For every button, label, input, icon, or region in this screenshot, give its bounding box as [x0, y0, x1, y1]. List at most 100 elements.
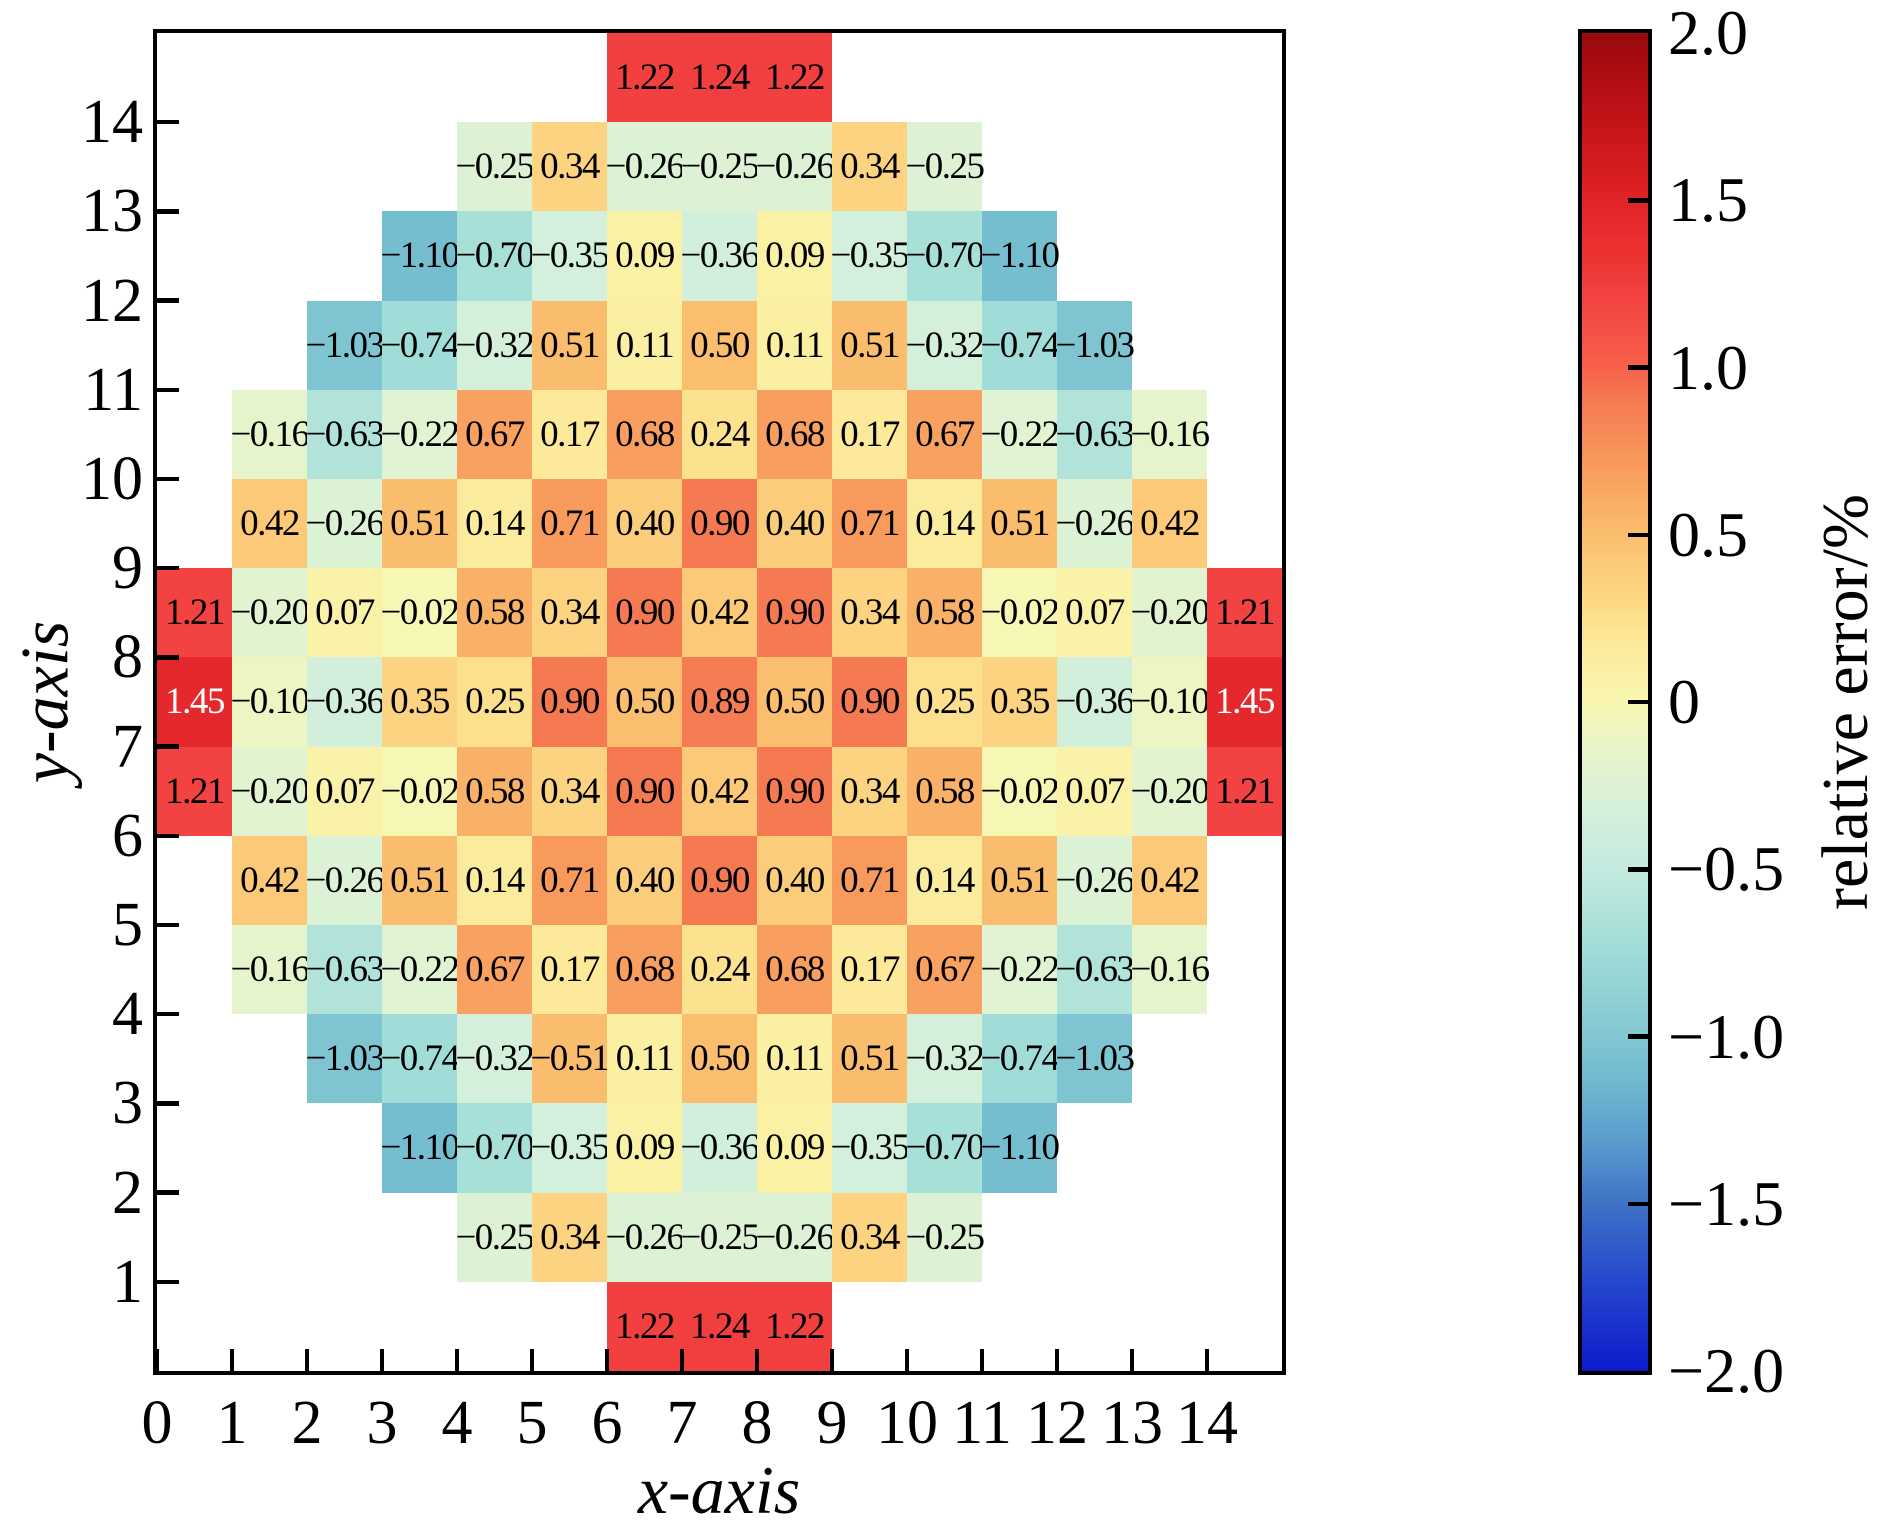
- x-tick-label: 13: [1101, 1389, 1163, 1457]
- colorbar-tick-label: 0.5: [1668, 498, 1748, 570]
- heatmap-cell: 1.21: [157, 568, 232, 658]
- heatmap-cell: 0.34: [832, 122, 907, 212]
- heatmap-cell: −0.32: [455, 300, 535, 390]
- heatmap-cell: 0.35: [982, 657, 1057, 747]
- heatmap-cell: −0.22: [380, 925, 460, 1015]
- heatmap-cell: 1.21: [1207, 568, 1282, 658]
- colorbar: [1578, 29, 1652, 1375]
- heatmap-cell: 0.40: [607, 835, 682, 925]
- heatmap-cell: 0.14: [907, 479, 982, 569]
- heatmap-cell: 1.22: [757, 33, 832, 123]
- heatmap-cell: 0.58: [457, 746, 532, 836]
- heatmap-cell: 0.71: [532, 835, 607, 925]
- colorbar-tick: [1628, 1201, 1648, 1206]
- heatmap-cell: −0.25: [905, 1192, 985, 1282]
- heatmap-cell: 0.71: [832, 479, 907, 569]
- heatmap-cell: 0.34: [832, 1192, 907, 1282]
- heatmap-cell: −0.35: [530, 211, 610, 301]
- heatmap-cell: 1.45: [1207, 657, 1282, 747]
- y-axis-title: y-axis: [6, 620, 83, 784]
- heatmap-cell: −0.36: [680, 1103, 760, 1193]
- heatmap-cell: −0.22: [980, 389, 1060, 479]
- heatmap-cell: 0.51: [382, 479, 457, 569]
- heatmap-cell: 0.11: [757, 300, 832, 390]
- heatmap-cell: −0.35: [830, 211, 910, 301]
- heatmap-cell: 0.11: [607, 300, 682, 390]
- colorbar-tick-label: 1.5: [1668, 164, 1748, 236]
- heatmap-cell: 0.09: [607, 211, 682, 301]
- y-tick-label: 5: [112, 891, 143, 959]
- heatmap-cell: 0.90: [607, 568, 682, 658]
- x-tick-label: 7: [666, 1389, 698, 1457]
- heatmap-cell: 0.34: [832, 746, 907, 836]
- heatmap-cell: 1.24: [682, 1281, 757, 1371]
- colorbar-tick-label: 2.0: [1668, 0, 1748, 68]
- heatmap-cell: 1.22: [607, 1281, 682, 1371]
- heatmap-cell: 0.68: [607, 925, 682, 1015]
- heatmap-cell: −0.63: [1055, 389, 1135, 479]
- heatmap-cell: 0.07: [1057, 568, 1132, 658]
- heatmap-cell: 0.67: [457, 925, 532, 1015]
- heatmap-cell: 0.68: [757, 389, 832, 479]
- heatmap-cell: 0.90: [682, 479, 757, 569]
- y-tick-label: 2: [112, 1158, 143, 1227]
- y-tick-label: 11: [83, 355, 143, 424]
- y-tick-label: 12: [81, 266, 143, 335]
- heatmap-cell: 0.90: [757, 746, 832, 836]
- heatmap-cell: 0.68: [757, 925, 832, 1015]
- heatmap-cell: 0.50: [682, 1014, 757, 1104]
- heatmap-cell: −0.32: [905, 1014, 985, 1104]
- heatmap-cell: 0.42: [682, 568, 757, 658]
- x-tick-label: 10: [876, 1389, 938, 1457]
- y-tick-label: 10: [81, 445, 143, 513]
- x-tick-label: 5: [516, 1389, 548, 1457]
- heatmap-cell: −0.35: [830, 1103, 910, 1193]
- heatmap-cell: −0.70: [905, 211, 985, 301]
- x-axis-title: x-axis: [637, 1452, 801, 1528]
- y-tick-label: 6: [112, 801, 143, 870]
- heatmap-cell: −0.10: [1130, 657, 1210, 747]
- heatmap-cell: −0.74: [380, 1014, 460, 1104]
- heatmap-cell: 0.58: [907, 746, 982, 836]
- heatmap-cell: 0.14: [457, 835, 532, 925]
- heatmap-cell: −0.63: [305, 389, 385, 479]
- heatmap-cell: −0.20: [1130, 746, 1210, 836]
- colorbar-tick-label: −1.5: [1668, 1167, 1785, 1239]
- colorbar-tick-label: 1.0: [1668, 331, 1748, 403]
- heatmap-cell: −0.22: [980, 925, 1060, 1015]
- heatmap-cell: 0.34: [532, 1192, 607, 1282]
- heatmap-cell: 0.50: [757, 657, 832, 747]
- heatmap-cell: −0.70: [455, 211, 535, 301]
- heatmap-cell: −0.63: [1055, 925, 1135, 1015]
- heatmap-cell: 0.51: [982, 479, 1057, 569]
- heatmap-cell: 0.58: [907, 568, 982, 658]
- colorbar-tick-label: 0: [1668, 666, 1700, 737]
- heatmap-cell: 1.45: [157, 657, 232, 747]
- heatmap-cell: −0.16: [230, 389, 310, 479]
- heatmap-cell: −0.25: [455, 122, 535, 212]
- heatmap-cell: 1.22: [757, 1281, 832, 1371]
- heatmap-cell: 0.17: [532, 925, 607, 1015]
- heatmap-cell: 0.14: [907, 835, 982, 925]
- y-tick-label: 3: [112, 1069, 143, 1138]
- y-tick-label: 13: [81, 177, 143, 246]
- heatmap-cell: 0.51: [382, 835, 457, 925]
- heatmap-cell: 0.90: [607, 746, 682, 836]
- heatmap-cell: −1.10: [380, 211, 460, 301]
- heatmap-cell: 0.25: [907, 657, 982, 747]
- heatmap-cell: 1.22: [607, 33, 682, 123]
- heatmap-cell: −1.03: [1055, 300, 1135, 390]
- heatmap-cell: −0.32: [905, 300, 985, 390]
- colorbar-tick: [1628, 532, 1648, 537]
- heatmap-cell: −0.51: [530, 1014, 610, 1104]
- heatmap-cell: −0.16: [1130, 389, 1210, 479]
- heatmap-cell: 0.67: [907, 925, 982, 1015]
- heatmap-cell: −0.74: [380, 300, 460, 390]
- heatmap-cell: −0.36: [1055, 657, 1135, 747]
- heatmap-cell: 0.40: [757, 835, 832, 925]
- colorbar-tick-label: −1.0: [1668, 1000, 1785, 1072]
- heatmap-cell: −0.32: [455, 1014, 535, 1104]
- heatmap-cell: −0.02: [380, 746, 460, 836]
- heatmap-cell: 0.42: [682, 746, 757, 836]
- colorbar-tick: [1628, 1034, 1648, 1039]
